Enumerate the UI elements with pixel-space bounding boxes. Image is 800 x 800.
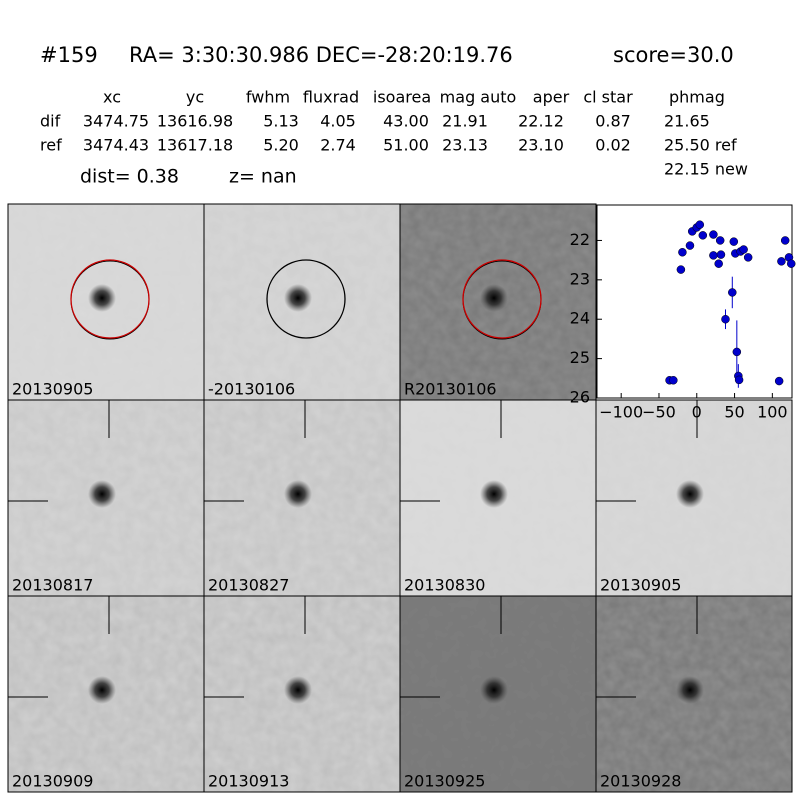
dist: dist= 0.38 [80, 166, 179, 188]
source [676, 676, 704, 704]
source [88, 480, 116, 508]
stamp-label: R20130106 [404, 380, 497, 399]
data-point [780, 236, 790, 245]
aperture [70, 259, 150, 339]
stamp-label: 20130830 [404, 576, 485, 595]
column-header: isoarea [373, 88, 431, 107]
stamp-label: 20130909 [12, 772, 93, 791]
stamp-label: 20130913 [208, 772, 289, 791]
stamp-label: -20130106 [208, 380, 295, 399]
source [284, 676, 312, 704]
phmag-new: 22.15 new [664, 160, 748, 179]
stamp-label: 20130817 [12, 576, 93, 595]
column-header: cl star [583, 88, 633, 107]
cell: 5.13 [263, 112, 299, 131]
candidate-id: #159 [40, 43, 98, 67]
data-point [709, 230, 718, 239]
stamp-frame [595, 595, 793, 793]
y-tick-label: 22 [570, 230, 590, 249]
data-point [743, 253, 753, 262]
redshift: z= nan [229, 166, 297, 188]
x-tick-label: 100 [757, 403, 788, 422]
aperture [266, 259, 346, 339]
cell: 4.05 [320, 112, 356, 131]
cell: 0.02 [595, 136, 631, 155]
data-point [709, 251, 718, 260]
coordinates: RA= 3:30:30.986 DEC=-28:20:19.76 [129, 43, 513, 67]
data-point [729, 237, 739, 246]
cell: 2.74 [320, 136, 356, 155]
data-point [698, 231, 708, 240]
x-tick-label: −50 [642, 403, 676, 422]
row-label: dif [40, 112, 61, 131]
cell: 23.10 [518, 136, 564, 155]
cell: 23.13 [442, 136, 488, 155]
cell: 3474.43 [83, 136, 149, 155]
stamp-label: 20130827 [208, 576, 289, 595]
y-tick-label: 23 [570, 269, 590, 288]
column-header: yc [186, 88, 204, 107]
source [88, 676, 116, 704]
x-tick-label: 0 [692, 403, 702, 422]
column-header: xc [103, 88, 121, 107]
plot-area [596, 204, 793, 399]
data-point [695, 220, 705, 229]
x-tick-label: 50 [724, 403, 744, 422]
y-tick-label: 24 [570, 309, 590, 328]
cell: 0.87 [595, 112, 631, 131]
data-point [774, 376, 784, 386]
cell: 5.20 [263, 136, 299, 155]
row-label: ref [40, 136, 62, 155]
data-point [721, 314, 730, 324]
data-point [716, 250, 726, 259]
source [480, 480, 508, 508]
stamp-label: 20130905 [600, 576, 681, 595]
source [284, 480, 312, 508]
data-point [714, 259, 723, 268]
cell: 21.91 [442, 112, 488, 131]
data-point [777, 257, 786, 266]
cell: 13617.18 [157, 136, 233, 155]
cell: 25.50 ref [664, 136, 737, 155]
column-header: fluxrad [303, 88, 359, 107]
source [284, 284, 312, 312]
column-header: fwhm [246, 88, 290, 107]
cell: 3474.75 [83, 112, 149, 131]
score: score=30.0 [613, 43, 734, 67]
cell: 13616.98 [157, 112, 233, 131]
data-point [739, 245, 748, 254]
data-point [728, 288, 737, 297]
source [480, 284, 508, 312]
cell: 22.12 [518, 112, 564, 131]
data-point [715, 236, 725, 245]
data-point [734, 375, 744, 385]
stamp-label: 20130925 [404, 772, 485, 791]
stamp-label: 20130905 [12, 380, 93, 399]
aperture [462, 259, 542, 339]
column-header: aper [533, 88, 570, 107]
stamp-label: 20130928 [600, 772, 681, 791]
source [676, 480, 704, 508]
column-header: mag auto [440, 88, 517, 107]
column-header: phmag [669, 88, 725, 107]
x-tick-label: −100 [599, 403, 643, 422]
data-point [685, 241, 695, 250]
data-point [732, 347, 742, 357]
y-tick-label: 25 [570, 348, 590, 367]
y-tick-label: 26 [570, 388, 590, 407]
cell: 43.00 [383, 112, 429, 131]
data-point [786, 259, 796, 268]
source [480, 676, 508, 704]
data-point [676, 265, 686, 274]
source [88, 284, 116, 312]
data-point [678, 248, 687, 257]
data-point [669, 376, 678, 385]
cell: 21.65 [664, 112, 710, 131]
cell: 51.00 [383, 136, 429, 155]
